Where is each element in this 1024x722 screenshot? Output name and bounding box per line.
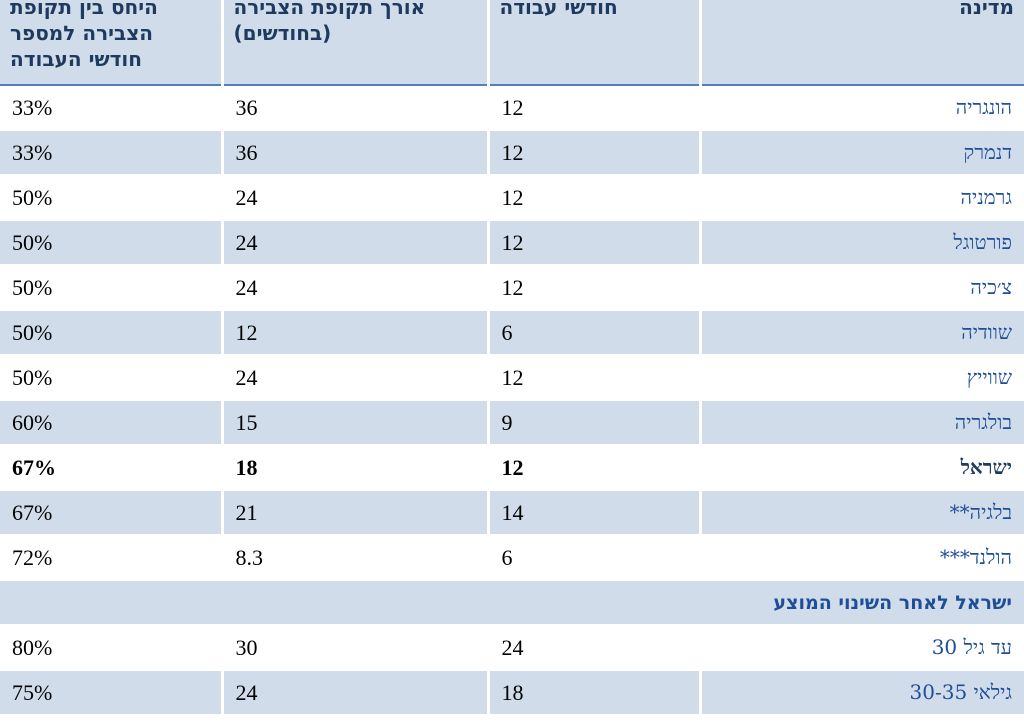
- table-row: הולנד*** 6 8.3 72%: [0, 534, 1024, 581]
- table-row: גילאי 30-35 18 24 75%: [0, 669, 1024, 716]
- cell-ratio: 50%: [0, 264, 224, 311]
- header-accumulation-period: אורך תקופת הצבירה (בחודשים): [222, 0, 490, 86]
- cell-work-months: 12: [488, 219, 702, 266]
- cell-country: בולגריה: [700, 399, 1024, 446]
- section-title: ישראל לאחר השינוי המוצע: [0, 579, 1024, 626]
- cell-work-months: 12: [488, 264, 702, 311]
- cell-accumulation: 36: [222, 84, 490, 131]
- cell-country: הולנד***: [700, 534, 1024, 581]
- cell-work-months: 14: [488, 489, 702, 536]
- cell-ratio: 80%: [0, 624, 224, 671]
- cell-country: פורטוגל: [700, 219, 1024, 266]
- table-row: פורטוגל 12 24 50%: [0, 219, 1024, 266]
- cell-work-months: 12: [488, 444, 702, 491]
- cell-country: דנמרק: [700, 129, 1024, 176]
- cell-country: ישראל: [700, 444, 1024, 491]
- table-row: דנמרק 12 36 33%: [0, 129, 1024, 176]
- cell-work-months: 6: [488, 309, 702, 356]
- section-header-row: ישראל לאחר השינוי המוצע: [0, 579, 1024, 626]
- cell-work-months: 18: [488, 669, 702, 716]
- header-work-months: חודשי עבודה: [488, 0, 702, 86]
- cell-age-group: גילאי 30-35: [700, 669, 1024, 716]
- cell-ratio: 33%: [0, 129, 224, 176]
- cell-ratio: 50%: [0, 174, 224, 221]
- cell-ratio: 72%: [0, 534, 224, 581]
- cell-accumulation: 24: [222, 219, 490, 266]
- cell-country: גרמניה: [700, 174, 1024, 221]
- cell-ratio: 60%: [0, 399, 224, 446]
- header-row: מדינה חודשי עבודה אורך תקופת הצבירה (בחו…: [0, 0, 1024, 86]
- table-row: הונגריה 12 36 33%: [0, 84, 1024, 131]
- cell-work-months: 12: [488, 354, 702, 401]
- cell-country: בלגיה**: [700, 489, 1024, 536]
- header-ratio: היחס בין תקופת הצבירה למספר חודשי העבודה: [0, 0, 224, 86]
- cell-work-months: 24: [488, 624, 702, 671]
- table-row: צ׳כיה 12 24 50%: [0, 264, 1024, 311]
- cell-country: צ׳כיה: [700, 264, 1024, 311]
- cell-ratio: 67%: [0, 444, 224, 491]
- table-row-israel: ישראל 12 18 67%: [0, 444, 1024, 491]
- cell-accumulation: 15: [222, 399, 490, 446]
- cell-country: שווייץ: [700, 354, 1024, 401]
- cell-accumulation: 24: [222, 669, 490, 716]
- cell-work-months: 12: [488, 129, 702, 176]
- cell-ratio: 33%: [0, 84, 224, 131]
- cell-age-group: עד גיל 30: [700, 624, 1024, 671]
- cell-accumulation: 24: [222, 264, 490, 311]
- table-row: גרמניה 12 24 50%: [0, 174, 1024, 221]
- cell-work-months: 9: [488, 399, 702, 446]
- cell-accumulation: 24: [222, 174, 490, 221]
- table-row: בולגריה 9 15 60%: [0, 399, 1024, 446]
- cell-country: שוודיה: [700, 309, 1024, 356]
- cell-accumulation: 12: [222, 309, 490, 356]
- cell-work-months: 12: [488, 174, 702, 221]
- cell-accumulation: 18: [222, 444, 490, 491]
- table-row: שווייץ 12 24 50%: [0, 354, 1024, 401]
- table-row: בלגיה** 14 21 67%: [0, 489, 1024, 536]
- cell-accumulation: 21: [222, 489, 490, 536]
- cell-accumulation: 30: [222, 624, 490, 671]
- cell-work-months: 6: [488, 534, 702, 581]
- cell-accumulation: 36: [222, 129, 490, 176]
- cell-ratio: 50%: [0, 354, 224, 401]
- cell-ratio: 50%: [0, 219, 224, 266]
- cell-ratio: 75%: [0, 669, 224, 716]
- cell-work-months: 12: [488, 84, 702, 131]
- table-row: עד גיל 30 24 30 80%: [0, 624, 1024, 671]
- table-row: שוודיה 6 12 50%: [0, 309, 1024, 356]
- cell-country: הונגריה: [700, 84, 1024, 131]
- cell-ratio: 67%: [0, 489, 224, 536]
- cell-accumulation: 8.3: [222, 534, 490, 581]
- cell-accumulation: 24: [222, 354, 490, 401]
- cell-ratio: 50%: [0, 309, 224, 356]
- header-country: מדינה: [700, 0, 1024, 86]
